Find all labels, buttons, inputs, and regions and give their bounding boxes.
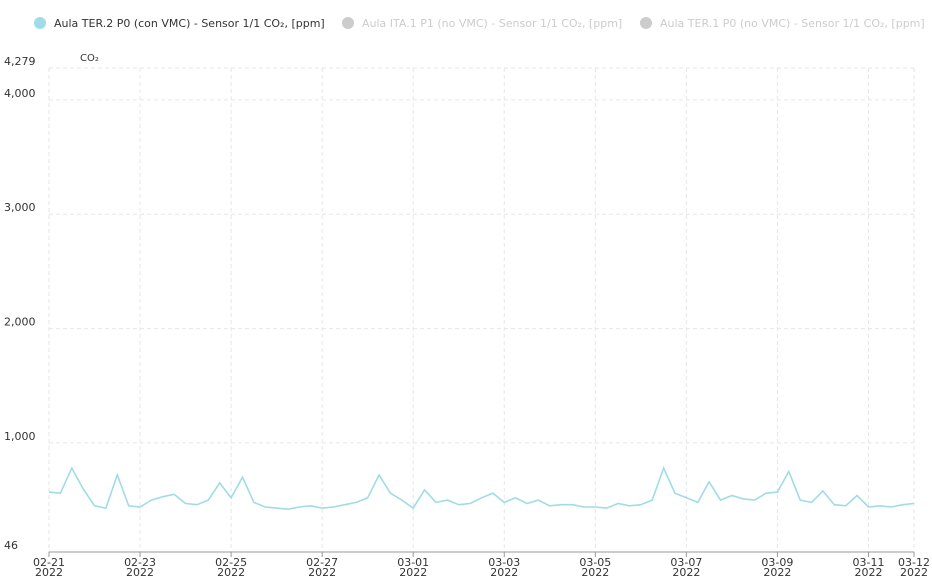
y-tick-label: 3,000 (4, 201, 36, 214)
x-tick-label: 03-03 2022 (488, 556, 521, 578)
data-line (48, 465, 915, 511)
legend-label: Aula TER.1 P0 (no VMC) - Sensor 1/1 CO₂,… (660, 16, 925, 30)
legend-item[interactable]: Aula TER.2 P0 (con VMC) - Sensor 1/1 CO₂… (34, 14, 325, 32)
x-tick-label: 02-23 2022 (124, 556, 157, 578)
legend-marker (640, 17, 652, 29)
legend-label: Aula TER.2 P0 (con VMC) - Sensor 1/1 CO₂… (54, 16, 325, 30)
legend-item[interactable]: Aula TER.1 P0 (no VMC) - Sensor 1/1 CO₂,… (640, 14, 925, 32)
x-tick-label: 03-01 2022 (397, 556, 430, 578)
legend-label: Aula ITA.1 P1 (no VMC) - Sensor 1/1 CO₂,… (362, 16, 623, 30)
x-tick-label: 02-27 2022 (306, 556, 339, 578)
y-tick-label: 1,000 (4, 430, 36, 443)
x-tick-label: 03-12 2022 (898, 556, 930, 578)
x-tick-label: 02-25 2022 (215, 556, 248, 578)
legend-marker (34, 17, 46, 29)
x-tick-label: 02-21 2022 (33, 556, 65, 578)
y-axis-label: CO₂ (80, 53, 99, 64)
y-tick-label: 2,000 (4, 316, 36, 329)
x-tick-label: 03-07 2022 (670, 556, 703, 578)
y-tick-label: 4,000 (4, 87, 36, 100)
x-tick-label: 03-09 2022 (761, 556, 794, 578)
x-tick-label: 03-05 2022 (579, 556, 612, 578)
x-tick-label: 03-11 2022 (852, 556, 885, 578)
y-tick-label: 46 (4, 539, 18, 552)
legend-item[interactable]: Aula ITA.1 P1 (no VMC) - Sensor 1/1 CO₂,… (342, 14, 622, 32)
legend-marker (342, 17, 354, 29)
y-tick-label: 4,279 (4, 55, 36, 68)
